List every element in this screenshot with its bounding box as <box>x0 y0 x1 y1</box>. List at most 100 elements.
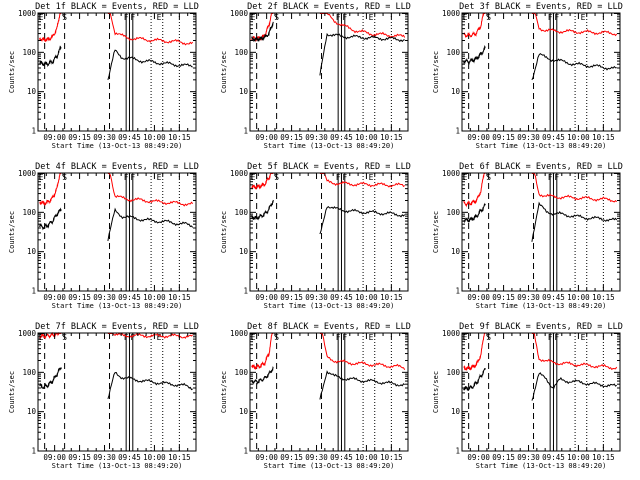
x-tick-label: 10:15 <box>380 453 403 462</box>
x-tick-label: 09:00 <box>255 133 278 142</box>
y-tick-label: 100 <box>446 208 460 217</box>
x-axis-label: Start Time (13-Oct-13 08:49:20) <box>52 462 183 470</box>
x-tick-label: 09:15 <box>68 293 91 302</box>
y-tick-label: 1000 <box>18 329 37 338</box>
x-tick-label: 09:00 <box>43 133 66 142</box>
panel-annotation: F <box>124 173 129 182</box>
x-axis-label: Start Time (13-Oct-13 08:49:20) <box>264 302 395 310</box>
y-tick-label: 10 <box>27 87 37 96</box>
lld-series-pre <box>39 173 62 207</box>
panel-annotation: E <box>369 333 374 342</box>
y-tick-label: 10 <box>451 87 461 96</box>
panel-annotation: S <box>62 333 67 342</box>
panel-annotation: E <box>581 333 586 342</box>
x-axis-label: Start Time (13-Oct-13 08:49:20) <box>264 462 395 470</box>
y-axis-label: Counts/sec <box>432 211 440 253</box>
x-tick-label: 09:15 <box>280 133 303 142</box>
x-axis-label: Start Time (13-Oct-13 08:49:20) <box>476 462 607 470</box>
panel-annotation: F <box>336 333 341 342</box>
x-tick-label: 09:15 <box>492 293 515 302</box>
x-tick-label: 09:45 <box>542 453 565 462</box>
x-tick-label: 09:30 <box>93 453 116 462</box>
events-series-pre <box>463 44 486 66</box>
lld-series-pre <box>251 173 274 190</box>
lld-series-pre <box>251 333 274 370</box>
y-tick-label: 100 <box>234 208 248 217</box>
lld-series-post <box>319 173 406 188</box>
y-tick-label: 10 <box>239 87 249 96</box>
x-tick-label: 09:15 <box>492 453 515 462</box>
panel-annotation: S <box>486 173 491 182</box>
plot-frame <box>461 172 621 292</box>
panel-annotation: S <box>274 173 279 182</box>
y-tick-label: 1000 <box>442 169 461 178</box>
x-tick-label: 09:30 <box>93 293 116 302</box>
x-tick-label: 09:30 <box>305 293 328 302</box>
events-series-post <box>531 53 617 81</box>
panel-annotation: E <box>463 13 468 22</box>
y-tick-label: 1000 <box>442 9 461 18</box>
y-axis-label: Counts/sec <box>220 51 228 93</box>
panel-annotation: E <box>369 173 374 182</box>
y-axis-label: Counts/sec <box>220 371 228 413</box>
events-series-post <box>531 201 618 242</box>
y-tick-label: 1 <box>31 127 36 136</box>
panel-annotation: F <box>554 333 559 342</box>
y-tick-label: 1000 <box>230 169 249 178</box>
y-tick-label: 100 <box>446 368 460 377</box>
panel-annotation: S <box>274 13 279 22</box>
panel-annotation: E <box>581 13 586 22</box>
plot-frame <box>249 332 409 452</box>
x-tick-label: 10:00 <box>567 453 590 462</box>
x-tick-label: 10:00 <box>355 133 378 142</box>
y-tick-label: 100 <box>234 48 248 57</box>
lld-series-post <box>107 13 194 46</box>
panel-annotation: E <box>463 333 468 342</box>
lld-series-post <box>319 333 406 370</box>
y-tick-label: 10 <box>239 247 249 256</box>
y-tick-label: 100 <box>22 208 36 217</box>
panel-annotation: F <box>130 13 135 22</box>
y-axis-label: Counts/sec <box>8 211 16 253</box>
x-axis-label: Start Time (13-Oct-13 08:49:20) <box>264 142 395 150</box>
y-tick-label: 1000 <box>230 329 249 338</box>
plot-frame <box>249 12 409 132</box>
y-tick-label: 1000 <box>18 169 37 178</box>
events-series-pre <box>39 207 62 231</box>
lld-series-post <box>531 333 618 371</box>
x-tick-label: 10:15 <box>592 453 615 462</box>
y-axis-label: Counts/sec <box>8 51 16 93</box>
x-tick-label: 09:45 <box>330 293 353 302</box>
x-tick-label: 09:30 <box>517 453 540 462</box>
events-series-pre <box>251 21 274 43</box>
panel-annotation: F <box>548 333 553 342</box>
plot-frame <box>461 12 621 132</box>
panel-annotation: F <box>342 13 347 22</box>
panel-annotation: E <box>251 333 256 342</box>
y-axis-label: Counts/sec <box>8 371 16 413</box>
panel-title: Det 8f BLACK = Events, RED = LLD <box>247 322 411 332</box>
events-series-pre <box>251 199 274 221</box>
y-tick-label: 10 <box>27 407 37 416</box>
lld-series-pre <box>39 13 62 43</box>
x-tick-label: 10:15 <box>380 133 403 142</box>
x-tick-label: 09:45 <box>542 293 565 302</box>
x-tick-label: 09:15 <box>280 453 303 462</box>
panel-annotation: F <box>336 13 341 22</box>
x-tick-label: 09:45 <box>118 133 141 142</box>
y-tick-label: 10 <box>239 407 249 416</box>
lld-series-pre <box>463 173 486 208</box>
x-tick-label: 09:30 <box>517 293 540 302</box>
y-tick-label: 1 <box>455 127 460 136</box>
x-axis-label: Start Time (13-Oct-13 08:49:20) <box>476 142 607 150</box>
x-axis-label: Start Time (13-Oct-13 08:49:20) <box>52 302 183 310</box>
panel-title: Det 2f BLACK = Events, RED = LLD <box>247 2 411 12</box>
x-tick-label: 09:15 <box>280 293 303 302</box>
panel-annotation: F <box>342 333 347 342</box>
panel-annotation: E <box>157 173 162 182</box>
